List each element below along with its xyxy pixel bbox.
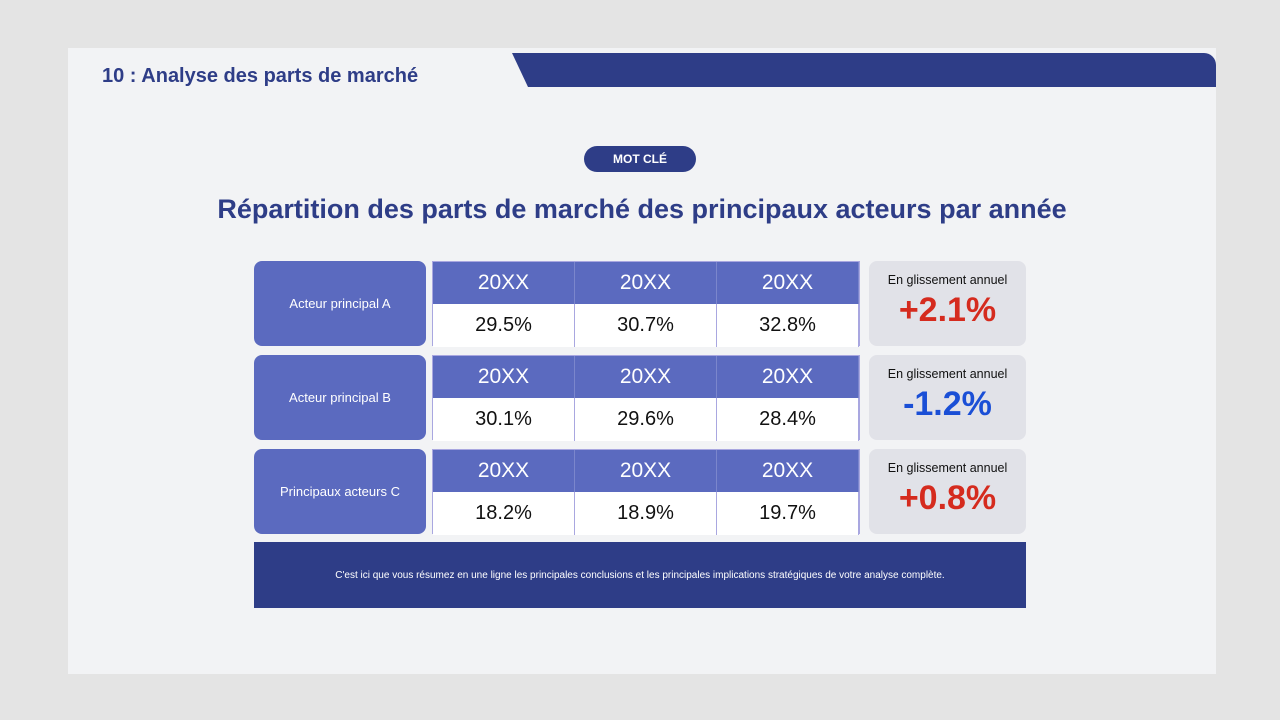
year-header: 20XX bbox=[433, 356, 575, 398]
yoy-label: En glissement annuel bbox=[887, 367, 1008, 381]
share-value: 18.2% bbox=[433, 492, 575, 535]
yoy-box: En glissement annuel +2.1% bbox=[869, 261, 1026, 346]
share-value: 30.7% bbox=[575, 304, 717, 347]
share-table: 20XX 20XX 20XX 30.1% 29.6% 28.4% bbox=[432, 355, 860, 441]
share-table: 20XX 20XX 20XX 29.5% 30.7% 32.8% bbox=[432, 261, 860, 347]
share-value: 18.9% bbox=[575, 492, 717, 535]
yoy-value: +0.8% bbox=[898, 479, 997, 517]
share-value: 29.5% bbox=[433, 304, 575, 347]
year-header: 20XX bbox=[717, 450, 859, 492]
share-value: 19.7% bbox=[717, 492, 859, 535]
yoy-box: En glissement annuel -1.2% bbox=[869, 355, 1026, 440]
actor-label: Principaux acteurs C bbox=[254, 449, 426, 534]
year-header: 20XX bbox=[717, 262, 859, 304]
year-header: 20XX bbox=[575, 356, 717, 398]
actor-row: Principaux acteurs C 20XX 20XX 20XX 18.2% 18.… bbox=[254, 449, 1026, 535]
actor-label: Acteur principal B bbox=[254, 355, 426, 440]
slide: 10 : Analyse des parts de marché MOT CLÉ… bbox=[68, 48, 1216, 674]
year-header: 20XX bbox=[717, 356, 859, 398]
header-band bbox=[512, 53, 1216, 87]
yoy-value: -1.2% bbox=[903, 385, 992, 423]
actor-row: Acteur principal A 20XX 20XX 20XX 29.5% 30.7%… bbox=[254, 261, 1026, 347]
yoy-label: En glissement annuel bbox=[887, 461, 1008, 475]
year-header: 20XX bbox=[433, 262, 575, 304]
actor-name: Principaux acteurs C bbox=[280, 484, 400, 499]
actor-label: Acteur principal A bbox=[254, 261, 426, 346]
share-value: 29.6% bbox=[575, 398, 717, 441]
year-header: 20XX bbox=[575, 262, 717, 304]
actor-name: Acteur principal A bbox=[289, 296, 391, 311]
share-value: 32.8% bbox=[717, 304, 859, 347]
year-header: 20XX bbox=[433, 450, 575, 492]
share-value: 30.1% bbox=[433, 398, 575, 441]
slide-title: 10 : Analyse des parts de marché bbox=[102, 65, 419, 87]
summary-banner: C'est ici que vous résumez en une ligne … bbox=[254, 542, 1026, 608]
share-value: 28.4% bbox=[717, 398, 859, 441]
yoy-box: En glissement annuel +0.8% bbox=[869, 449, 1026, 534]
actor-name: Acteur principal B bbox=[289, 390, 391, 405]
page-title: Répartition des parts de marché des prin… bbox=[217, 194, 1067, 224]
summary-text: C'est ici que vous résumez en une ligne … bbox=[335, 569, 945, 581]
year-header: 20XX bbox=[575, 450, 717, 492]
yoy-value: +2.1% bbox=[898, 291, 997, 329]
share-table: 20XX 20XX 20XX 18.2% 18.9% 19.7% bbox=[432, 449, 860, 535]
yoy-label: En glissement annuel bbox=[887, 273, 1008, 287]
keyword-badge: MOT CLÉ bbox=[584, 146, 696, 172]
actor-row: Acteur principal B 20XX 20XX 20XX 30.1% 29.6%… bbox=[254, 355, 1026, 441]
